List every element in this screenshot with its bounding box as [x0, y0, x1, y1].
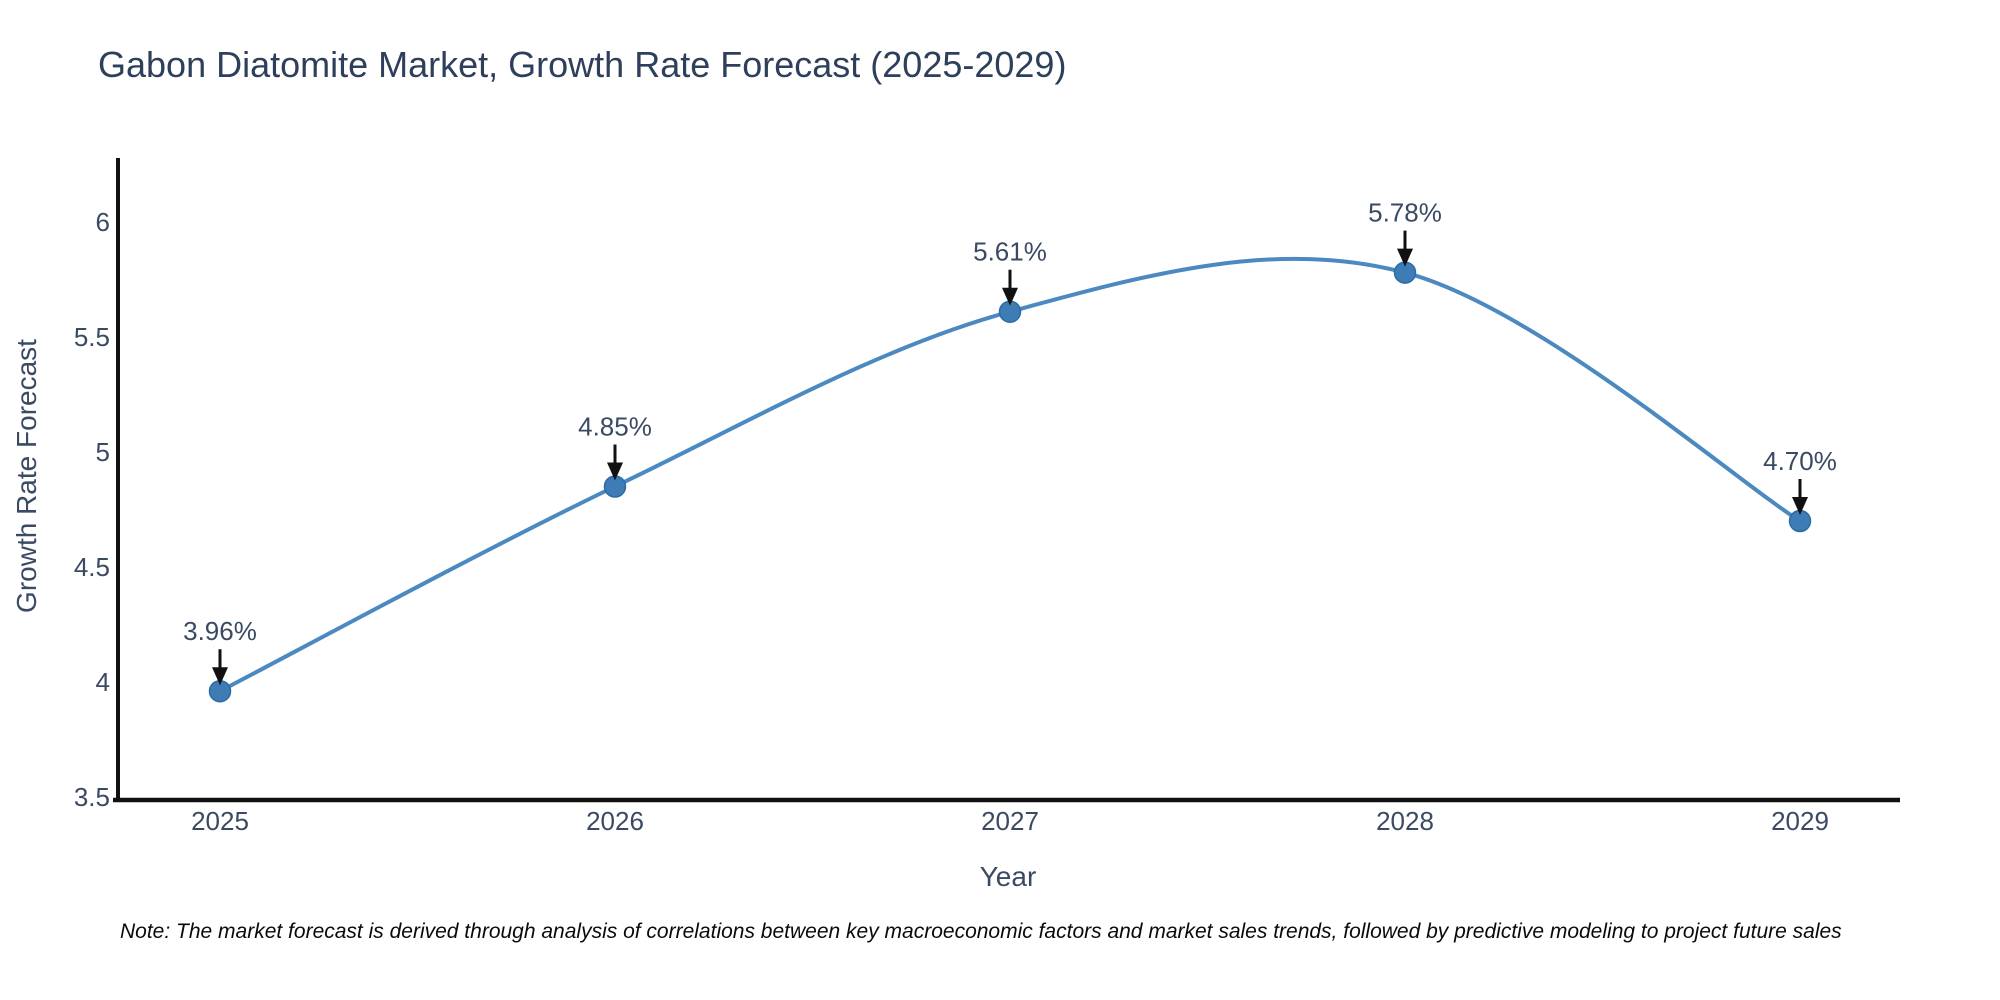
y-axis-title: Growth Rate Forecast: [11, 339, 42, 613]
annotation-arrowhead: [607, 462, 623, 481]
x-tick-label: 2026: [586, 806, 644, 836]
chart-title: Gabon Diatomite Market, Growth Rate Fore…: [98, 44, 1067, 85]
footnote: Note: The market forecast is derived thr…: [120, 920, 1842, 943]
annotation-arrowhead: [1397, 248, 1413, 267]
annotation-arrowhead: [212, 667, 228, 686]
annotation-arrowhead: [1792, 497, 1808, 515]
y-tick-label: 4: [96, 667, 110, 697]
x-tick-label: 2029: [1771, 806, 1829, 836]
tick-layer: 3.5 4 4.5 5 5.5 6 2025 2026 2027 2028 2029: [74, 207, 1829, 836]
y-tick-label: 5.5: [74, 322, 110, 352]
axes-layer: [113, 158, 1900, 803]
x-tick-label: 2027: [981, 806, 1039, 836]
series-layer: [208, 256, 1812, 703]
y-tick-label: 5: [96, 437, 110, 467]
annotation-label: 4.85%: [578, 412, 652, 442]
y-tick-label: 3.5: [74, 782, 110, 812]
annotation-label: 5.61%: [973, 237, 1047, 267]
annotation-label: 4.70%: [1763, 446, 1837, 476]
x-axis-title: Year: [980, 861, 1037, 892]
y-tick-label: 4.5: [74, 552, 110, 582]
annotation-label: 3.96%: [183, 616, 257, 646]
y-tick-label: 6: [96, 207, 110, 237]
annotation-layer: 3.96% 4.85% 5.61% 5.78% 4.70%: [183, 198, 1837, 686]
annotation-arrowhead: [1002, 287, 1018, 306]
series-line: [218, 256, 1802, 694]
x-tick-label: 2025: [191, 806, 249, 836]
annotation-label: 5.78%: [1368, 198, 1442, 228]
x-tick-label: 2028: [1376, 806, 1434, 836]
